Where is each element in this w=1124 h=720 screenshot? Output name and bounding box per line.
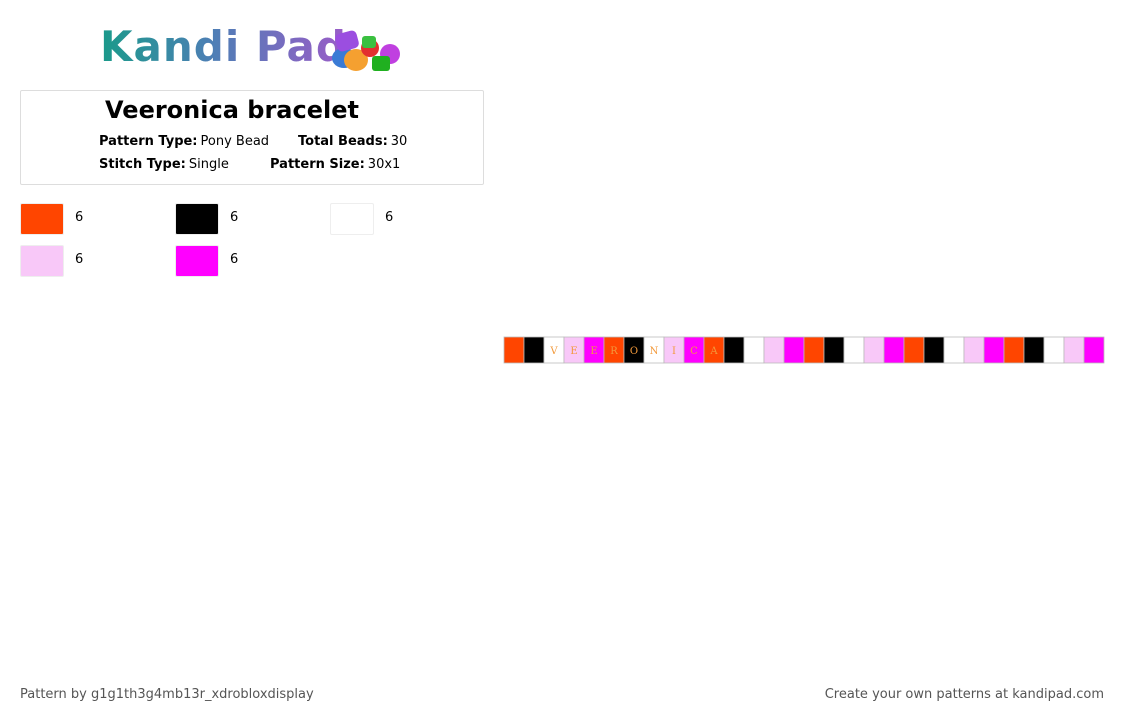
bead	[983, 336, 1005, 364]
bead	[863, 336, 885, 364]
label: Pattern Type:	[99, 134, 198, 149]
color-count: 6	[75, 210, 84, 225]
bead	[963, 336, 985, 364]
bead	[923, 336, 945, 364]
color-count: 6	[75, 252, 84, 267]
color-count: 6	[385, 210, 394, 225]
footer-link[interactable]: Create your own patterns at kandipad.com	[824, 687, 1104, 702]
bead	[843, 336, 865, 364]
pattern-type: Pattern Type: Pony Bead	[99, 134, 269, 149]
bead	[503, 336, 525, 364]
footer-credit: Pattern by g1g1th3g4mb13r_xdrobloxdispla…	[20, 687, 314, 702]
color-count: 6	[230, 252, 239, 267]
bead	[1063, 336, 1085, 364]
bead-letter: E	[590, 346, 597, 357]
color-swatch	[20, 203, 64, 235]
bead-letter: V	[549, 346, 558, 357]
logo-beads	[332, 30, 400, 71]
bead	[823, 336, 845, 364]
total-beads: Total Beads: 30	[298, 134, 407, 149]
bead	[903, 336, 925, 364]
bead	[883, 336, 905, 364]
bead-letter: C	[690, 346, 698, 357]
value: Single	[188, 157, 229, 172]
value: 30	[390, 134, 408, 149]
bead-letter: N	[650, 346, 659, 357]
bead	[763, 336, 785, 364]
logo-text[interactable]: Kandi Pad	[100, 22, 347, 71]
bead	[1083, 336, 1105, 364]
label: Total Beads:	[298, 134, 388, 149]
info-box	[20, 90, 484, 185]
color-count: 6	[230, 210, 239, 225]
label: Pattern Size:	[270, 157, 365, 172]
bead	[1003, 336, 1025, 364]
stitch-type: Stitch Type: Single	[99, 157, 229, 172]
bead-letter: O	[630, 346, 638, 357]
bead	[783, 336, 805, 364]
label: Stitch Type:	[99, 157, 186, 172]
color-swatch	[330, 203, 374, 235]
bead	[723, 336, 745, 364]
color-swatch	[20, 245, 64, 277]
bead-letter: I	[672, 346, 676, 357]
value: Pony Bead	[200, 134, 270, 149]
bead-letter: A	[709, 346, 718, 357]
bead-letter: E	[570, 346, 577, 357]
bead-letter: R	[610, 346, 618, 357]
color-swatch	[175, 203, 219, 235]
bead	[1023, 336, 1045, 364]
bead	[943, 336, 965, 364]
bead	[743, 336, 765, 364]
value: 30x1	[367, 157, 401, 172]
pattern-title: Veeronica bracelet	[105, 96, 359, 124]
bead	[803, 336, 825, 364]
bead	[523, 336, 545, 364]
color-swatch	[175, 245, 219, 277]
bead	[1043, 336, 1065, 364]
pattern-size: Pattern Size: 30x1	[270, 157, 400, 172]
